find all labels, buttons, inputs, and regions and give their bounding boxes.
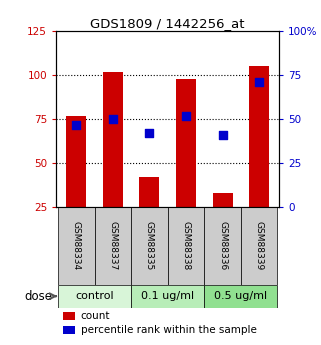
Text: percentile rank within the sample: percentile rank within the sample <box>81 325 256 335</box>
Point <box>147 131 152 136</box>
Bar <box>131 285 204 308</box>
Bar <box>139 177 160 207</box>
Bar <box>58 207 95 285</box>
Bar <box>103 72 123 207</box>
Text: GSM88335: GSM88335 <box>145 221 154 271</box>
Bar <box>66 116 86 207</box>
Bar <box>131 207 168 285</box>
Text: dose: dose <box>24 290 53 303</box>
Text: count: count <box>81 311 110 321</box>
Bar <box>63 326 75 334</box>
Bar <box>241 207 277 285</box>
Bar <box>204 285 277 308</box>
Point <box>74 122 79 127</box>
Text: GSM88338: GSM88338 <box>181 221 190 271</box>
Bar <box>58 285 131 308</box>
Point <box>110 117 116 122</box>
Bar <box>249 66 269 207</box>
Bar <box>176 79 196 207</box>
Text: GSM88337: GSM88337 <box>108 221 117 271</box>
Bar <box>204 207 241 285</box>
Text: 0.1 ug/ml: 0.1 ug/ml <box>141 291 194 301</box>
Point <box>256 79 262 85</box>
Bar <box>213 193 233 207</box>
Title: GDS1809 / 1442256_at: GDS1809 / 1442256_at <box>91 17 245 30</box>
Point <box>220 132 225 138</box>
Text: 0.5 ug/ml: 0.5 ug/ml <box>214 291 267 301</box>
Text: control: control <box>75 291 114 301</box>
Bar <box>63 312 75 320</box>
Bar <box>168 207 204 285</box>
Point <box>183 113 188 118</box>
Bar <box>95 207 131 285</box>
Text: GSM88336: GSM88336 <box>218 221 227 271</box>
Text: GSM88334: GSM88334 <box>72 221 81 270</box>
Text: GSM88339: GSM88339 <box>255 221 264 271</box>
